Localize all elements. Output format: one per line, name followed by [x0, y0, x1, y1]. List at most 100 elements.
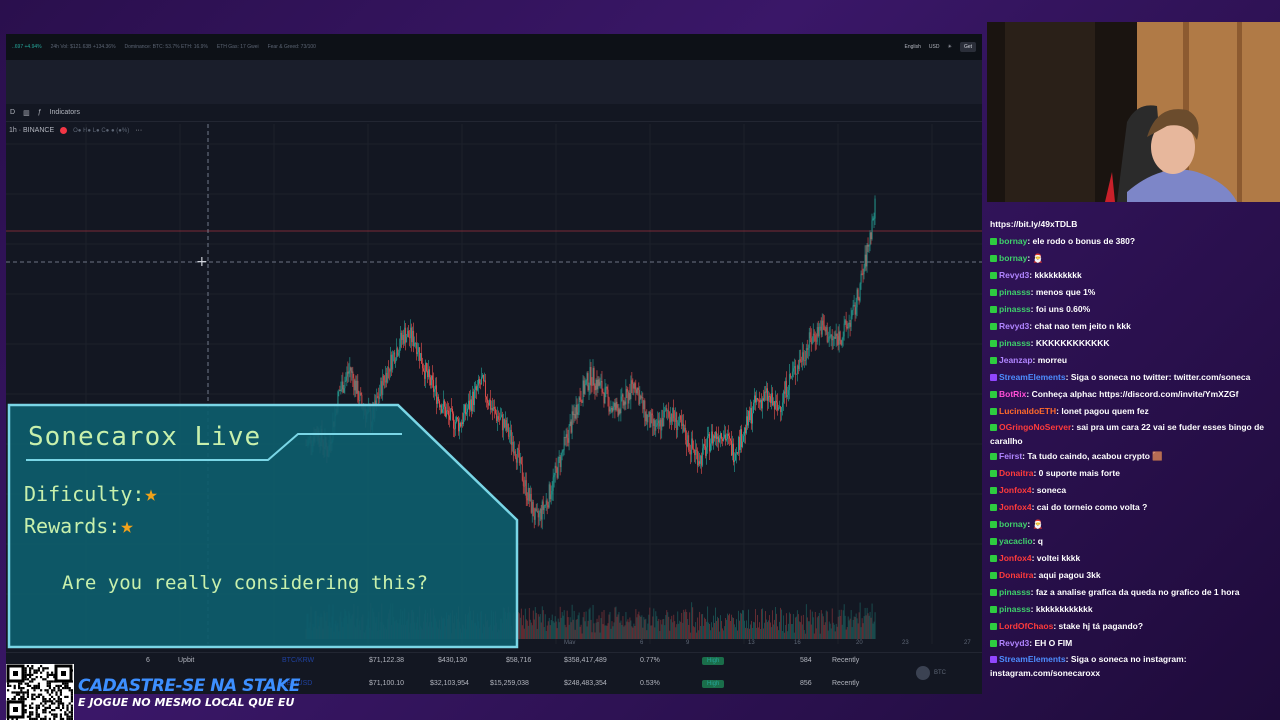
chat-username[interactable]: pinasss [999, 587, 1031, 597]
volume-bar [706, 621, 708, 639]
chat-username[interactable]: bornay [999, 236, 1028, 246]
chat-username[interactable]: LucinaldoETH [999, 406, 1057, 416]
candle-body [852, 305, 854, 311]
candle-body [576, 404, 578, 415]
chat-username[interactable]: Jonfox4 [999, 553, 1032, 563]
candle-body [514, 451, 516, 458]
candle-body [453, 413, 454, 429]
chat-badge-icon [990, 555, 997, 563]
chat-username[interactable]: bornay [999, 519, 1028, 529]
indicators-icon[interactable]: ƒ [37, 109, 42, 116]
chat-username[interactable]: LordOfChaos [999, 621, 1054, 631]
chat-username[interactable]: Revyd3 [999, 321, 1030, 331]
candle-body [793, 366, 795, 369]
volume-bar [697, 617, 699, 639]
qr-code-icon[interactable] [6, 664, 74, 720]
volume-bar [819, 633, 821, 639]
volume-bar [783, 632, 785, 639]
interval-button[interactable]: D [10, 109, 16, 116]
chat-message: LordOfChaos: stake hj tá pagando? [990, 618, 1280, 635]
chat-username[interactable]: Jeanzap [999, 355, 1033, 365]
exchange-cell[interactable]: Upbit [178, 657, 195, 664]
volume-bar [597, 622, 599, 639]
table-row[interactable]: XBT/USD $71,100.10 $32,103,954 $15,259,0… [6, 678, 982, 692]
candle-body [517, 448, 519, 451]
chat-username[interactable]: bornay [999, 253, 1028, 263]
candle-body [444, 400, 445, 407]
indicators-button[interactable]: Indicators [49, 109, 80, 116]
language-select[interactable]: English [904, 44, 921, 50]
promo-banner[interactable]: CADASTRE-SE NA STAKE E JOGUE NO MESMO LO… [6, 664, 301, 720]
chat-username[interactable]: pinasss [999, 304, 1031, 314]
candle-body [819, 326, 821, 328]
get-button[interactable]: Get [959, 42, 976, 52]
volume-bar [742, 610, 743, 639]
chat-username[interactable]: pinasss [999, 604, 1031, 614]
chat-username[interactable]: Revyd3 [999, 270, 1030, 280]
chat-username[interactable]: pinasss [999, 287, 1031, 297]
chat-message: Revyd3: EH O FIM [990, 635, 1280, 652]
chat-username[interactable]: Revyd3 [999, 638, 1030, 648]
chat-username[interactable]: Donaitra [999, 570, 1034, 580]
candle-body [692, 438, 694, 449]
chat-username[interactable]: yacaclio [999, 536, 1033, 546]
pair-cell[interactable]: BTC/KRW [282, 657, 315, 664]
candle-body [599, 382, 601, 386]
volume-bar [630, 620, 632, 639]
chat-username[interactable]: OGringoNoServer [999, 422, 1072, 432]
candle-body [758, 399, 759, 401]
candle-body [379, 393, 381, 399]
chat-username[interactable]: StreamElements [999, 372, 1066, 382]
candle-body [422, 363, 424, 369]
candle-body [787, 390, 789, 395]
candle-body [712, 431, 714, 444]
volume-bar [727, 613, 728, 639]
volume-bar [551, 614, 553, 639]
candle-body [419, 347, 421, 361]
table-row[interactable]: 6 Upbit BTC/KRW $71,122.38 $430,130 $58,… [6, 655, 982, 669]
chat-username[interactable]: StreamElements [999, 654, 1066, 664]
candle-body [818, 327, 820, 337]
volume-bar [849, 618, 851, 639]
x-axis-tick-label: 20 [856, 640, 863, 644]
chat-username[interactable]: Jonfox4 [999, 485, 1032, 495]
volume-bar [753, 621, 754, 639]
volume-bar [521, 625, 523, 639]
chat-badge-icon [990, 487, 997, 495]
candle-body [765, 391, 766, 393]
currency-select[interactable]: USD [928, 44, 940, 50]
pair-cell[interactable]: XBT/USD [282, 680, 313, 687]
candle-body [340, 389, 342, 391]
volume-bar [641, 615, 643, 639]
volume-bar [769, 615, 770, 639]
volume-bar [568, 624, 570, 639]
chat-username[interactable]: pinasss [999, 338, 1031, 348]
volume-bar [867, 613, 869, 639]
candle-body [577, 412, 579, 415]
volume-pct-cell: 0.53% [640, 680, 660, 687]
chat-username[interactable]: Feirst [999, 451, 1023, 461]
volume-bar [822, 616, 824, 639]
candle-body [629, 393, 631, 400]
volume-bar [544, 614, 546, 639]
chart-type-icon[interactable]: ▥ [23, 109, 30, 117]
candle-body [858, 298, 860, 301]
candle-body [728, 433, 729, 436]
volume-bar [717, 616, 719, 639]
volume-bar [758, 627, 759, 639]
chat-badge-icon [990, 272, 997, 280]
volume-bar [619, 622, 621, 639]
volume-bar [745, 627, 746, 639]
volume-bar [749, 628, 750, 639]
candle-body [798, 359, 800, 369]
chat-username[interactable]: Jonfox4 [999, 502, 1032, 512]
more-icon[interactable]: ··· [135, 127, 143, 134]
candle-body [812, 333, 814, 342]
candle-body [470, 399, 471, 410]
candle-body [708, 434, 710, 437]
theme-toggle-icon[interactable]: ☀ [947, 44, 952, 50]
chat-username[interactable]: BotRix [999, 389, 1027, 399]
volume-bar [728, 615, 729, 639]
candle-body [821, 320, 823, 335]
chat-username[interactable]: Donaitra [999, 468, 1034, 478]
